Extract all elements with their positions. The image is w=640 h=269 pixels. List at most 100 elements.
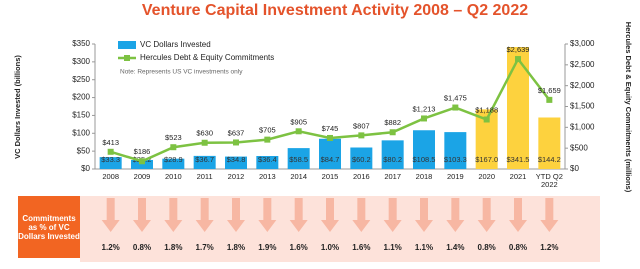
line-marker — [389, 129, 396, 136]
ratio-value: 1.4% — [446, 243, 464, 252]
bar-label: $28.9 — [164, 155, 183, 164]
arrow — [540, 198, 559, 232]
bar — [287, 148, 310, 169]
bar-label: $341.5 — [507, 155, 530, 164]
note: Note: Represents US VC investments only — [120, 69, 243, 76]
y-tick-label: $250 — [72, 75, 90, 84]
bar — [162, 158, 185, 169]
ratio-label: Commitments as % of VC Dollars Invested — [18, 196, 80, 258]
line-label: $905 — [290, 117, 307, 126]
chart-title: Venture Capital Investment Activity 2008… — [142, 2, 528, 19]
x-tick-label: 2011 — [196, 172, 213, 181]
line-marker — [139, 158, 145, 165]
arrow — [383, 198, 402, 232]
ratio-value: 1.2% — [102, 243, 120, 252]
x-tick-label: 2008 — [102, 172, 119, 181]
line-label: $745 — [322, 124, 339, 133]
bar-label: $34.8 — [227, 155, 246, 164]
line-marker — [264, 136, 271, 143]
line-label: $637 — [228, 128, 245, 137]
y-tick-label: $200 — [72, 93, 90, 102]
line-label: $807 — [353, 121, 370, 130]
ratio-value: 1.7% — [196, 243, 214, 252]
ratio-value: 1.9% — [258, 243, 276, 252]
bar — [131, 160, 153, 169]
bar-label: $36.7 — [195, 155, 214, 164]
arrow — [509, 198, 527, 232]
y2-tick-label: $2,500 — [570, 60, 595, 69]
ratio-value: 1.8% — [227, 243, 245, 252]
bar — [413, 130, 435, 169]
ratio-value: 1.6% — [290, 243, 308, 252]
line-label: $705 — [259, 126, 276, 135]
arrow — [321, 198, 339, 232]
bar — [538, 117, 561, 169]
x-tick-label: YTD Q2 2022 — [535, 172, 563, 189]
arrow — [415, 198, 433, 232]
bar-label: $36.4 — [258, 155, 277, 164]
arrow — [164, 198, 183, 232]
line-label: $1,475 — [444, 94, 467, 103]
bar-label: $103.3 — [444, 155, 467, 164]
x-tick-label: 2018 — [415, 172, 433, 181]
x-tick-label: 2021 — [509, 172, 527, 181]
arrow — [352, 198, 371, 232]
bar-label: $84.7 — [321, 155, 340, 164]
line-marker — [107, 148, 114, 155]
bar — [444, 132, 467, 169]
y2-tick-label: $3,000 — [570, 39, 595, 48]
x-tick-label: 2020 — [478, 172, 495, 181]
x-tick-label: 2010 — [164, 172, 182, 181]
line-label: $882 — [384, 118, 401, 127]
ratio-value: 0.8% — [509, 243, 527, 252]
y-tick-label: $0 — [81, 164, 90, 173]
y2-tick-label: $1,500 — [570, 102, 595, 111]
arrow — [289, 198, 308, 232]
x-tick-label: 2012 — [227, 172, 245, 181]
bar-label: $60.2 — [352, 155, 371, 164]
arrow — [195, 198, 214, 232]
ratio-value: 1.2% — [540, 243, 558, 252]
x-tick-label: 2017 — [384, 172, 401, 181]
line-label: $630 — [196, 129, 213, 138]
arrow — [446, 198, 465, 232]
line-label: $1,188 — [475, 105, 498, 114]
arrow — [227, 198, 245, 232]
y-tick-label: $50 — [77, 146, 91, 155]
y-axis-title: VC Dollars Invested (billions) — [13, 55, 22, 159]
line-label: $186 — [134, 147, 151, 156]
line-marker — [170, 144, 177, 151]
ratio-band — [80, 196, 600, 262]
y-tick-label: $350 — [72, 39, 90, 48]
x-tick-label: 2014 — [290, 172, 307, 181]
arrow — [133, 198, 151, 232]
ratio-value: 0.8% — [478, 243, 496, 252]
legend-swatch — [124, 55, 130, 61]
ratio-value: 1.0% — [321, 243, 339, 252]
y-tick-label: $100 — [72, 128, 90, 137]
ratio-value: 0.8% — [133, 243, 151, 252]
line-marker — [546, 96, 553, 103]
line-marker — [358, 132, 365, 139]
y-tick-label: $150 — [72, 111, 90, 120]
ratio-value: 1.1% — [384, 243, 402, 252]
ratio-value: 1.6% — [352, 243, 370, 252]
line-label: $2,639 — [507, 45, 530, 54]
x-tick-label: 2013 — [258, 172, 276, 181]
y2-tick-label: $0 — [570, 164, 579, 173]
bar-label: $33.3 — [101, 155, 120, 164]
bar-label: $167.0 — [475, 155, 498, 164]
y2-tick-label: $1,000 — [570, 122, 595, 131]
arrow — [477, 198, 496, 232]
bar — [475, 109, 498, 169]
y2-tick-label: $2,000 — [570, 81, 595, 90]
bar — [319, 138, 341, 169]
line-marker — [327, 134, 333, 141]
arrow — [258, 198, 277, 232]
ratio-value: 1.1% — [415, 243, 433, 252]
bar-label: $58.5 — [289, 155, 308, 164]
line-marker — [201, 139, 208, 146]
line-marker — [421, 115, 427, 122]
x-tick-label: 2015 — [321, 172, 339, 181]
